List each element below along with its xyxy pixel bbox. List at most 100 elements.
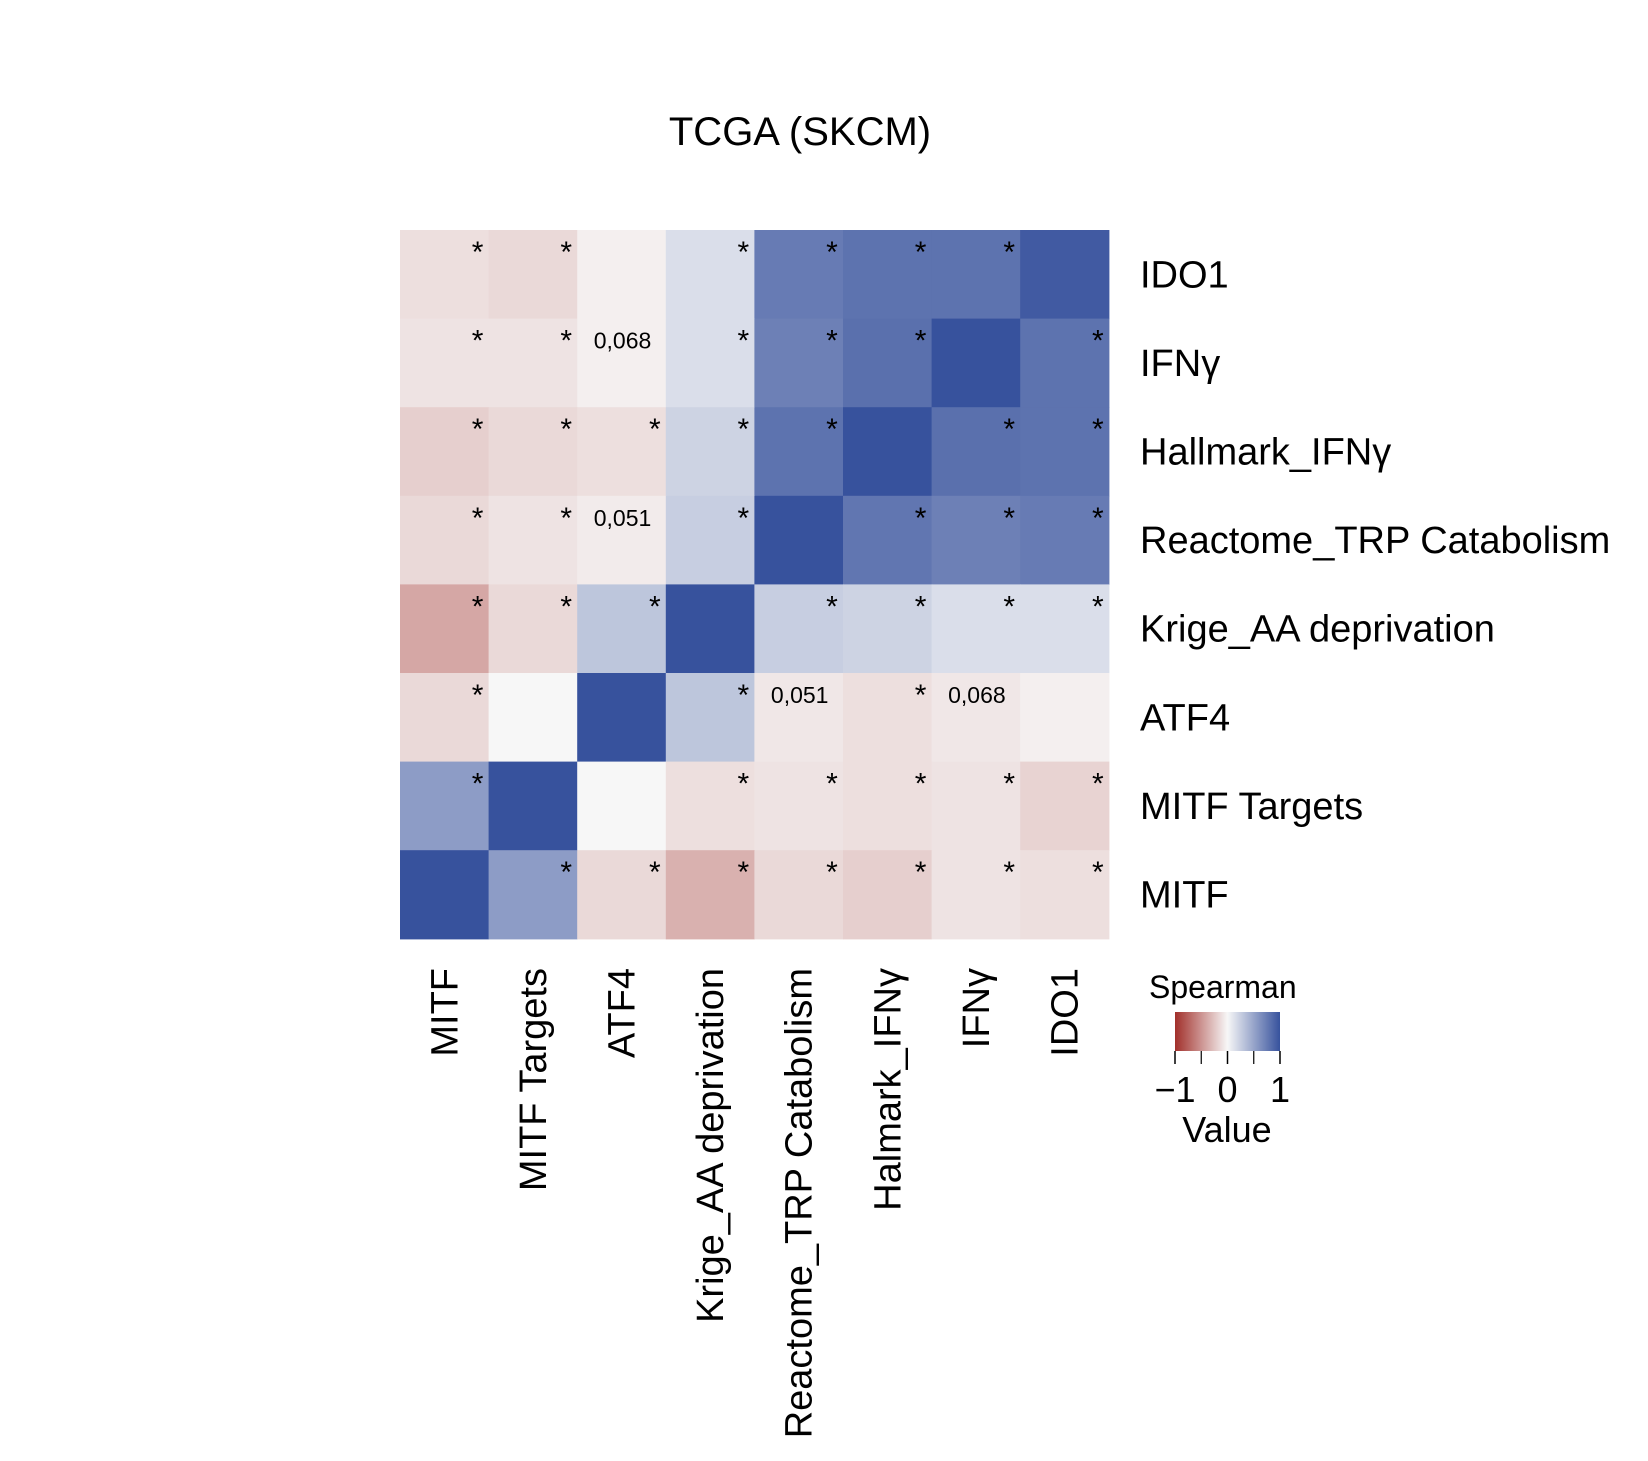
significance-star: * — [560, 590, 572, 623]
row-label: MITF — [1140, 875, 1229, 917]
significance-star: * — [560, 325, 572, 358]
heatmap-cell — [400, 584, 490, 674]
heatmap-cell — [843, 318, 933, 408]
heatmap-cell — [665, 318, 755, 408]
heatmap-cell — [400, 495, 490, 585]
row-label: IDO1 — [1140, 254, 1229, 296]
column-labels: MITF MITF Targets ATF4 Krige_AA deprivation… — [424, 968, 1086, 1438]
heatmap-cell — [577, 673, 667, 763]
heatmap-cell — [577, 230, 667, 320]
legend-tick-label: 0 — [1217, 1069, 1237, 1110]
significance-star: * — [649, 590, 661, 623]
significance-star: * — [1092, 856, 1104, 889]
heatmap-cell — [931, 318, 1021, 408]
heatmap-cell — [931, 495, 1021, 585]
significance-star: * — [472, 590, 484, 623]
significance-star: * — [1092, 590, 1104, 623]
column-label: MITF — [424, 968, 466, 1057]
heatmap-cell — [400, 850, 490, 940]
significance-star: * — [1092, 768, 1104, 801]
significance-star: * — [738, 325, 750, 358]
significance-star: * — [1003, 768, 1015, 801]
heatmap-cell — [843, 584, 933, 674]
significance-star: * — [1092, 325, 1104, 358]
significance-star: * — [649, 413, 661, 446]
column-label: IFNγ — [956, 968, 998, 1048]
cell-pvalue-label: 0,068 — [594, 328, 652, 354]
cell-pvalue-label: 0,051 — [594, 505, 652, 531]
heatmap-cell — [754, 584, 844, 674]
heatmap-cell — [488, 495, 578, 585]
significance-star: * — [738, 236, 750, 269]
significance-star: * — [1092, 413, 1104, 446]
significance-star: * — [560, 856, 572, 889]
heatmap-cell — [1020, 495, 1110, 585]
significance-star: * — [826, 590, 838, 623]
heatmap-cell — [577, 407, 667, 497]
heatmap-cell — [1020, 584, 1110, 674]
heatmap-cell — [665, 230, 755, 320]
legend-tick-label: 1 — [1270, 1069, 1290, 1110]
significance-star: * — [915, 236, 927, 269]
significance-star: * — [472, 413, 484, 446]
significance-star: * — [826, 768, 838, 801]
heatmap-cell — [931, 761, 1021, 851]
heatmap-cell — [488, 850, 578, 940]
heatmap-cell — [754, 761, 844, 851]
significance-star: * — [826, 856, 838, 889]
heatmap-cell — [1020, 673, 1110, 763]
significance-star: * — [649, 856, 661, 889]
heatmap-cells — [400, 230, 1110, 940]
significance-star: * — [915, 590, 927, 623]
heatmap-cell — [577, 850, 667, 940]
heatmap-cell — [931, 230, 1021, 320]
cell-pvalue-label: 0,068 — [948, 682, 1006, 708]
heatmap-annotations: * * * * * * * * 0,068 * * * * * * * * * * * * * 0,051 * * * * * * * * *… — [472, 236, 1104, 889]
heatmap-cell — [843, 407, 933, 497]
significance-star: * — [738, 856, 750, 889]
heatmap-cell — [577, 584, 667, 674]
row-label: Krige_AA deprivation — [1140, 609, 1495, 651]
heatmap-cell — [400, 673, 490, 763]
color-legend: Spearman −1 0 1 Value — [1149, 969, 1297, 1150]
significance-star: * — [915, 325, 927, 358]
heatmap-cell — [400, 761, 490, 851]
heatmap-cell — [665, 673, 755, 763]
heatmap-cell — [488, 318, 578, 408]
heatmap-cell — [754, 230, 844, 320]
significance-star: * — [826, 413, 838, 446]
heatmap-cell — [488, 230, 578, 320]
significance-star: * — [738, 413, 750, 446]
heatmap-cell — [754, 850, 844, 940]
column-label: ATF4 — [602, 968, 644, 1058]
heatmap-cell — [400, 230, 490, 320]
heatmap-cell — [665, 850, 755, 940]
significance-star: * — [560, 413, 572, 446]
column-label: IDO1 — [1045, 968, 1087, 1057]
heatmap-cell — [665, 407, 755, 497]
significance-star: * — [472, 236, 484, 269]
legend-colorbar — [1175, 1012, 1280, 1051]
heatmap-cell — [754, 495, 844, 585]
heatmap-cell — [665, 761, 755, 851]
legend-tick-label: −1 — [1154, 1069, 1195, 1110]
significance-star: * — [1003, 590, 1015, 623]
heatmap-cell — [1020, 761, 1110, 851]
heatmap-cell — [843, 495, 933, 585]
heatmap-cell — [931, 850, 1021, 940]
significance-star: * — [472, 325, 484, 358]
significance-star: * — [1092, 502, 1104, 535]
column-label: Halmark_IFNγ — [867, 968, 909, 1211]
chart-title: TCGA (SKCM) — [669, 110, 931, 154]
significance-star: * — [738, 679, 750, 712]
row-label: Reactome_TRP Catabolism — [1140, 520, 1610, 562]
significance-star: * — [472, 502, 484, 535]
heatmap-cell — [577, 318, 667, 408]
heatmap-cell — [577, 495, 667, 585]
heatmap-cell — [1020, 318, 1110, 408]
significance-star: * — [915, 502, 927, 535]
significance-star: * — [738, 502, 750, 535]
significance-star: * — [560, 502, 572, 535]
significance-star: * — [560, 236, 572, 269]
significance-star: * — [1003, 856, 1015, 889]
